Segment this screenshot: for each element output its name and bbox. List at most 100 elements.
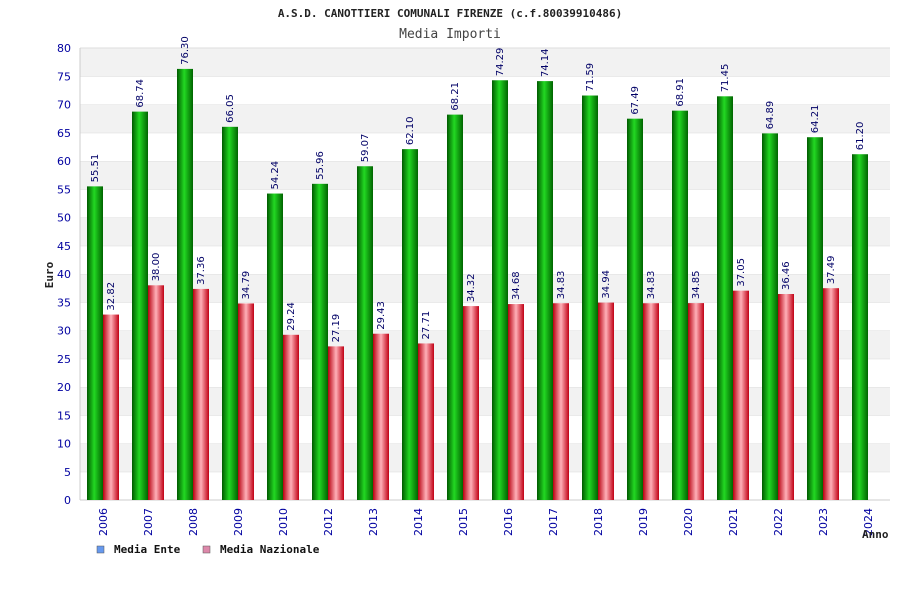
y-tick-label: 30 <box>57 325 71 338</box>
x-tick-label: 2008 <box>187 508 200 536</box>
bar-media-ente <box>402 149 418 500</box>
grid-band <box>80 330 890 359</box>
data-label: 74.29 <box>495 48 506 77</box>
y-axis-label: Euro <box>43 261 56 288</box>
data-label: 64.21 <box>810 105 821 134</box>
data-label: 38.00 <box>151 253 162 282</box>
bar-media-nazionale <box>463 306 479 500</box>
data-label: 55.51 <box>90 154 101 183</box>
x-tick-label: 2014 <box>412 508 425 536</box>
data-label: 61.20 <box>855 122 866 151</box>
bar-media-ente <box>222 126 238 500</box>
data-label: 34.94 <box>601 270 612 299</box>
data-label: 37.49 <box>826 256 837 285</box>
y-axis-ticks: 0 5 10 15 20 25 30 35 40 45 50 55 60 65 70 75 80 <box>57 42 71 507</box>
bar-media-ente <box>357 166 373 500</box>
data-label: 34.83 <box>556 271 567 300</box>
data-label: 68.91 <box>675 78 686 107</box>
bar-media-ente <box>312 183 328 501</box>
y-tick-label: 80 <box>57 42 71 55</box>
legend-label: Media Nazionale <box>220 543 320 556</box>
data-label: 59.07 <box>360 134 371 163</box>
legend-swatch <box>96 545 105 554</box>
y-tick-label: 15 <box>57 409 71 422</box>
data-label: 37.36 <box>196 256 207 285</box>
bar-media-ente <box>807 137 823 500</box>
y-tick-label: 70 <box>57 99 71 112</box>
grid-band <box>80 161 890 190</box>
grid-band <box>80 132 890 161</box>
data-label: 37.05 <box>736 258 747 287</box>
bar-media-nazionale <box>373 333 389 500</box>
data-label: 66.05 <box>225 94 236 123</box>
grid-band <box>80 358 890 387</box>
data-label: 68.74 <box>135 79 146 108</box>
x-tick-label: 2023 <box>817 508 830 536</box>
y-tick-label: 0 <box>64 494 71 507</box>
data-label: 71.59 <box>585 63 596 92</box>
data-label: 54.24 <box>270 161 281 190</box>
data-label: 34.68 <box>511 271 522 300</box>
x-tick-label: 2016 <box>502 508 515 536</box>
grid-band <box>80 302 890 331</box>
bar-media-nazionale <box>238 303 254 500</box>
bar-media-nazionale <box>193 288 209 500</box>
bar-media-ente <box>492 80 508 500</box>
legend-label: Media Ente <box>114 543 181 556</box>
bar-media-ente <box>762 133 778 500</box>
grid-band <box>80 471 890 500</box>
bar-media-ente <box>447 114 463 501</box>
bar-media-nazionale <box>328 346 344 500</box>
bar-media-ente <box>582 95 598 500</box>
x-tick-label: 2024 <box>862 508 875 536</box>
data-label: 71.45 <box>720 64 731 93</box>
bar-media-ente <box>87 186 103 500</box>
y-tick-label: 60 <box>57 155 71 168</box>
data-label: 32.82 <box>106 282 117 311</box>
grid-band <box>80 415 890 444</box>
grid-band <box>80 217 890 246</box>
grid-band <box>80 443 890 472</box>
y-tick-label: 10 <box>57 438 71 451</box>
bar-media-ente <box>672 110 688 500</box>
y-tick-label: 65 <box>57 127 71 140</box>
bars-group: 55.51 32.82 68.74 38.00 76.30 37.36 66.05 34.79… <box>87 36 868 501</box>
data-label: 74.14 <box>540 48 551 77</box>
y-tick-label: 75 <box>57 70 71 83</box>
grid-band <box>80 76 890 105</box>
grid-band <box>80 48 890 77</box>
bar-media-nazionale <box>823 288 839 500</box>
bar-media-nazionale <box>508 304 524 500</box>
grid-bands <box>79 47 890 501</box>
y-tick-label: 35 <box>57 296 71 309</box>
bar-media-nazionale <box>148 285 164 500</box>
bar-media-ente <box>537 81 553 500</box>
bar-media-nazionale <box>103 314 119 500</box>
bar-media-nazionale <box>688 303 704 500</box>
grid-band <box>80 387 890 416</box>
x-tick-label: 2015 <box>457 508 470 536</box>
data-label: 34.85 <box>691 270 702 299</box>
x-tick-label: 2018 <box>592 508 605 536</box>
legend: Media Ente Media Nazionale <box>96 543 320 556</box>
data-label: 34.32 <box>466 273 477 302</box>
data-label: 27.71 <box>421 311 432 340</box>
grid-band <box>80 274 890 303</box>
bar-media-ente <box>177 68 193 500</box>
data-label: 76.30 <box>180 36 191 65</box>
bar-media-nazionale <box>733 290 749 500</box>
bar-media-nazionale <box>598 302 614 500</box>
bar-media-nazionale <box>418 343 434 500</box>
data-label: 62.10 <box>405 116 416 145</box>
data-label: 67.49 <box>630 86 641 115</box>
x-tick-label: 2006 <box>97 508 110 536</box>
chart-title: A.S.D. CANOTTIERI COMUNALI FIRENZE (c.f.… <box>278 7 622 20</box>
x-tick-label: 2010 <box>277 508 290 536</box>
bar-media-nazionale <box>553 303 569 500</box>
data-label: 36.46 <box>781 261 792 290</box>
bar-media-nazionale <box>778 294 794 500</box>
bar-media-nazionale <box>643 303 659 500</box>
x-tick-label: 2012 <box>322 508 335 536</box>
data-label: 68.21 <box>450 82 461 111</box>
